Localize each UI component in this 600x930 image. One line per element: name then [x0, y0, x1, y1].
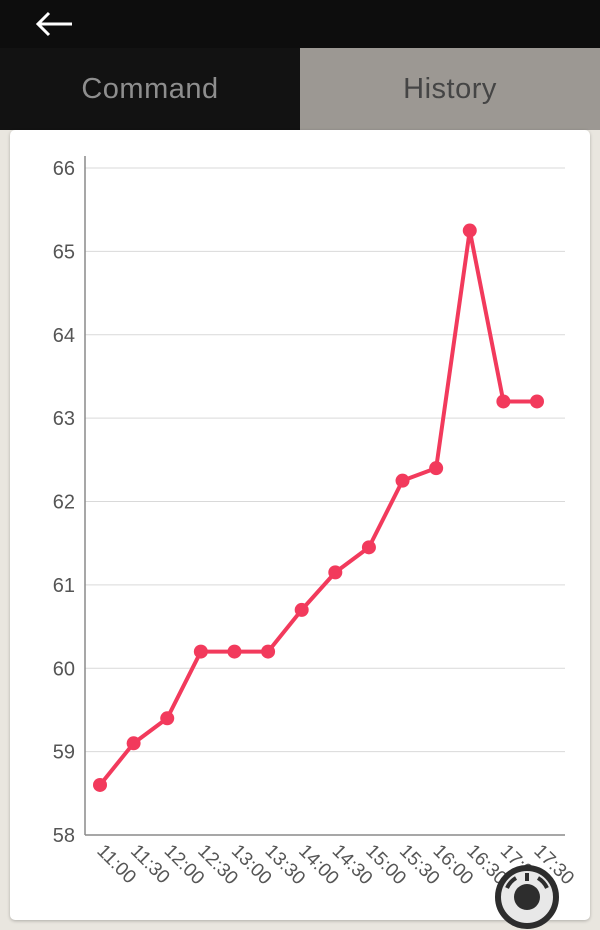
history-line-chart: 58596061626364656611:0011:3012:0012:3013…: [53, 156, 578, 889]
svg-text:60: 60: [53, 658, 75, 680]
tab-bar: Command History: [0, 48, 600, 130]
svg-text:58: 58: [53, 825, 75, 847]
svg-text:65: 65: [53, 241, 75, 263]
svg-text:64: 64: [53, 325, 75, 347]
tab-command[interactable]: Command: [0, 48, 300, 130]
svg-text:61: 61: [53, 575, 75, 597]
tab-history[interactable]: History: [300, 48, 600, 130]
watermark-logo-icon: [494, 864, 560, 930]
back-arrow-icon: [35, 11, 72, 37]
chart-card: 58 59 60 61 62 63 64 65 66 11:00 11:30 12:00 12:30 13…: [10, 130, 590, 920]
svg-text:62: 62: [53, 492, 75, 514]
svg-text:66: 66: [53, 158, 75, 180]
svg-text:63: 63: [53, 408, 75, 430]
svg-text:59: 59: [53, 742, 75, 764]
back-button[interactable]: [30, 4, 78, 44]
top-bar: [0, 0, 600, 48]
